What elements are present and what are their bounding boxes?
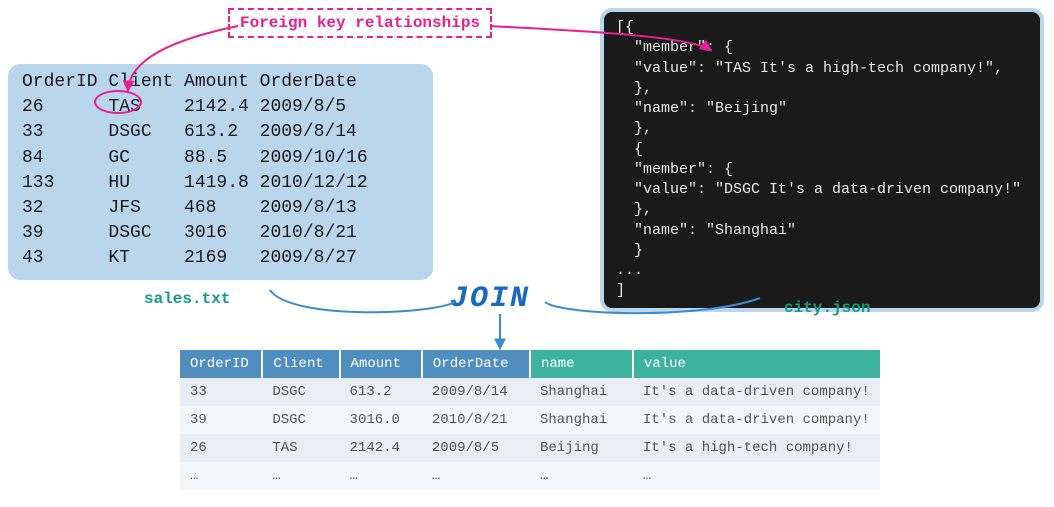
sales-content: OrderID Client Amount OrderDate 26 TAS 2…	[22, 70, 419, 272]
result-col-orderid: OrderID	[180, 350, 262, 378]
json-content: [{ "member": { "value": "TAS It's a high…	[616, 18, 1028, 302]
table-row: 26TAS2142.42009/8/5BeijingIt's a high-te…	[180, 434, 880, 462]
fk-label-text: Foreign key relationships	[240, 14, 480, 32]
table-row: 39DSGC3016.02010/8/21ShanghaiIt's a data…	[180, 406, 880, 434]
foreign-key-label: Foreign key relationships	[228, 8, 492, 38]
json-box: [{ "member": { "value": "TAS It's a high…	[600, 8, 1044, 312]
result-col-amount: Amount	[340, 350, 422, 378]
circle-tas-sales	[94, 90, 142, 114]
result-col-orderdate: OrderDate	[422, 350, 530, 378]
json-file-label: city.json	[784, 299, 870, 317]
sales-file-label: sales.txt	[144, 290, 230, 308]
result-col-client: Client	[262, 350, 339, 378]
result-table: OrderIDClientAmountOrderDatenamevalue 33…	[180, 350, 880, 490]
result-col-value: value	[633, 350, 880, 378]
table-row: 33DSGC613.22009/8/14ShanghaiIt's a data-…	[180, 378, 880, 406]
table-row: ………………	[180, 462, 880, 490]
sales-box: OrderID Client Amount OrderDate 26 TAS 2…	[8, 64, 433, 280]
result-col-name: name	[530, 350, 633, 378]
curve-join-left	[270, 290, 455, 312]
result-header-row: OrderIDClientAmountOrderDatenamevalue	[180, 350, 880, 378]
join-label: JOIN	[450, 282, 530, 316]
result-body: 33DSGC613.22009/8/14ShanghaiIt's a data-…	[180, 378, 880, 490]
